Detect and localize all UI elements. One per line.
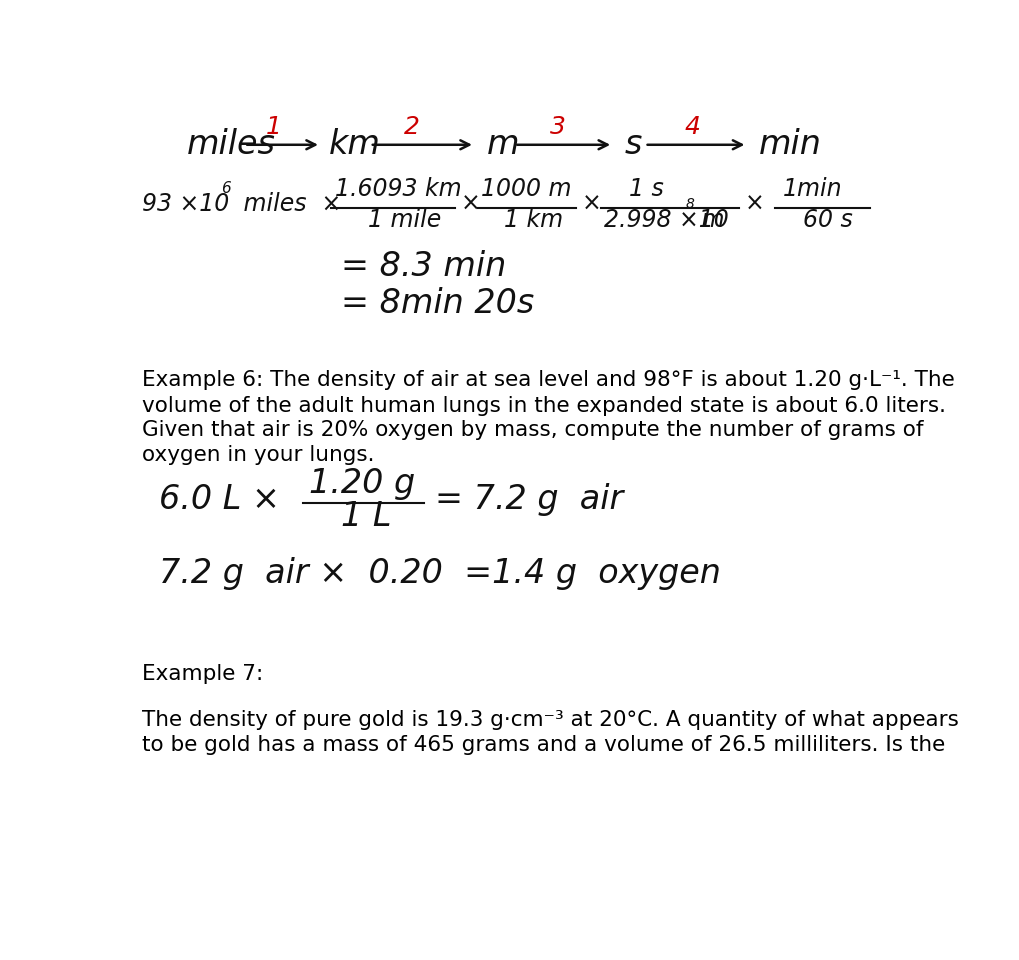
Text: 3: 3 xyxy=(550,115,566,139)
Text: 6.0 L ×: 6.0 L × xyxy=(159,483,280,516)
Text: m: m xyxy=(487,129,520,161)
Text: oxygen in your lungs.: oxygen in your lungs. xyxy=(142,444,374,465)
Text: 1 mile: 1 mile xyxy=(368,208,441,232)
Text: 93 ×10: 93 ×10 xyxy=(142,192,229,216)
Text: = 8.3 min: = 8.3 min xyxy=(340,251,505,283)
Text: 1.20 g: 1.20 g xyxy=(309,467,415,500)
Text: m: m xyxy=(694,208,725,232)
Text: 1 s: 1 s xyxy=(629,177,663,202)
Text: 2: 2 xyxy=(404,115,420,139)
Text: Given that air is 20% oxygen by mass, compute the number of grams of: Given that air is 20% oxygen by mass, co… xyxy=(142,420,923,441)
Text: 6: 6 xyxy=(220,180,230,196)
Text: 1.6093 km: 1.6093 km xyxy=(335,177,462,202)
Text: ×: × xyxy=(582,192,601,216)
Text: 1 L: 1 L xyxy=(340,500,391,533)
Text: s: s xyxy=(625,129,642,161)
Text: km: km xyxy=(329,129,381,161)
Text: = 8min 20s: = 8min 20s xyxy=(340,287,534,321)
Text: 1 km: 1 km xyxy=(504,208,564,232)
Text: 2.998 ×10: 2.998 ×10 xyxy=(603,208,729,232)
Text: 60 s: 60 s xyxy=(803,208,852,232)
Text: 1000 m: 1000 m xyxy=(481,177,572,202)
Text: 1min: 1min xyxy=(783,177,843,202)
Text: volume of the adult human lungs in the expanded state is about 6.0 liters.: volume of the adult human lungs in the e… xyxy=(142,396,946,416)
Text: to be gold has a mass of 465 grams and a volume of 26.5 milliliters. Is the: to be gold has a mass of 465 grams and a… xyxy=(142,734,945,755)
Text: 8: 8 xyxy=(686,197,695,210)
Text: The density of pure gold is 19.3 g·cm⁻³ at 20°C. A quantity of what appears: The density of pure gold is 19.3 g·cm⁻³ … xyxy=(142,710,959,731)
Text: 7.2 g  air ×  0.20  =1.4 g  oxygen: 7.2 g air × 0.20 =1.4 g oxygen xyxy=(159,557,720,590)
Text: ×: × xyxy=(461,192,480,216)
Text: Example 7:: Example 7: xyxy=(142,663,263,684)
Text: = 7.2 g  air: = 7.2 g air xyxy=(435,483,624,516)
Text: min: min xyxy=(759,129,822,161)
Text: ×: × xyxy=(745,192,764,216)
Text: miles: miles xyxy=(186,129,275,161)
Text: miles  ×: miles × xyxy=(236,192,341,216)
Text: 4: 4 xyxy=(684,115,700,139)
Text: Example 6: The density of air at sea level and 98°F is about 1.20 g·L⁻¹. The: Example 6: The density of air at sea lev… xyxy=(142,371,955,390)
Text: 1: 1 xyxy=(266,115,281,139)
